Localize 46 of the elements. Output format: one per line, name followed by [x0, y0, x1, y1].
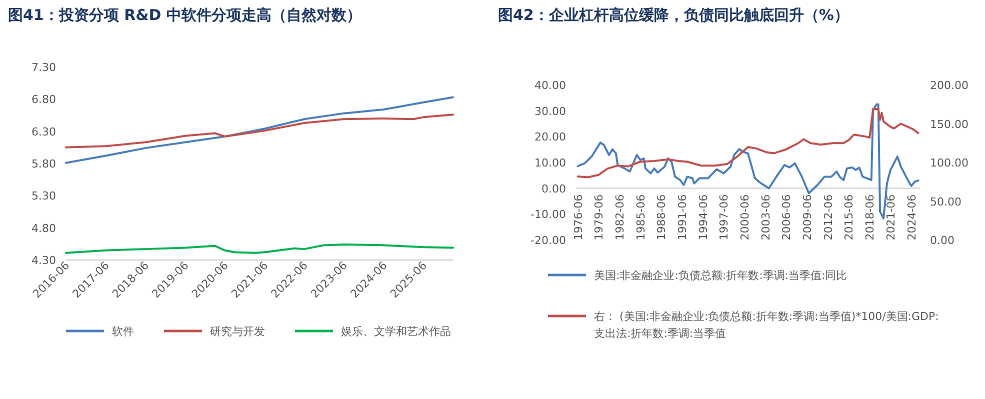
x-tick-label: 1979-06 [592, 194, 606, 240]
y-tick-label: 4.80 [32, 222, 56, 235]
chart-title: 图42：企业杠杆高位缓降，负债同比触底回升（%） [498, 6, 849, 24]
line-series [65, 244, 454, 254]
x-tick-label: 1976-06 [572, 194, 585, 240]
y-tick-label: -20.00 [530, 234, 566, 247]
y2-tick-label: 200.00 [930, 79, 968, 92]
y-tick-label: 6.30 [32, 125, 56, 138]
x-tick-label: 1991-06 [676, 194, 689, 240]
line-series [576, 108, 920, 178]
y-tick-label: -10.00 [530, 208, 566, 222]
x-tick-label: 2006-06 [780, 194, 794, 240]
x-tick-label: 2015-06 [842, 194, 856, 240]
x-tick-label: 1985-06 [634, 194, 648, 240]
x-tick-label: 2024-06 [905, 194, 918, 240]
x-tick-label: 1982-06 [613, 194, 626, 240]
x-tick-label: 2000-06 [738, 194, 752, 240]
legend-label: 娱乐、文学和艺术作品 [341, 325, 451, 338]
y2-tick-label: 150.00 [930, 118, 968, 131]
line-series [65, 114, 454, 148]
y-tick-label: 40.00 [534, 79, 566, 92]
legend-label: 软件 [112, 325, 134, 338]
y-tick-label: 5.80 [32, 158, 56, 170]
chart-title: 图41：投资分项 R&D 中软件分项走高（自然对数） [8, 6, 362, 24]
y2-tick-label: 100.00 [930, 156, 968, 170]
y-tick-label: 20.00 [534, 130, 566, 144]
y-tick-label: 0.00 [542, 182, 566, 196]
x-tick-label: 2021-06 [884, 194, 898, 240]
y-tick-label: 7.30 [32, 61, 56, 74]
x-tick-label: 1997-06 [718, 194, 731, 240]
x-tick-label: 2012-06 [822, 194, 835, 240]
x-tick-label: 1994-06 [696, 194, 710, 240]
x-tick-label: 2018-06 [864, 194, 877, 240]
legend-label: 右： (美国:非金融企业:负债总额:折年数:季调:当季值)*100/美国:GDP:支出法:折年数:季调:当季值 [594, 310, 939, 340]
y-tick-label: 6.80 [32, 93, 56, 106]
x-tick-label: 2009-06 [801, 194, 814, 240]
y-tick-label: 10.00 [534, 156, 566, 170]
y-tick-label: 5.30 [32, 190, 56, 203]
y-tick-label: 30.00 [534, 104, 566, 118]
x-tick-label: 1988-06 [655, 194, 668, 240]
legend-label: 研究与开发 [210, 325, 265, 338]
y2-tick-label: 50.00 [930, 195, 962, 208]
line-series [65, 96, 454, 164]
legend-label: 美国:非金融企业:负债总额:折年数:季调:当季值:同比 [594, 269, 848, 282]
y2-tick-label: 0.00 [930, 234, 954, 247]
x-tick-label: 2003-06 [759, 194, 772, 240]
